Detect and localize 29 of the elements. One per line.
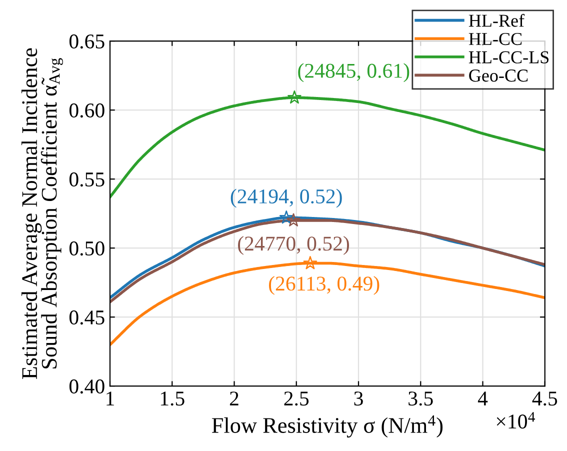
legend-label: Geo-CC [469,70,528,82]
point [303,256,318,270]
legend-label: HL-CC [468,32,522,46]
x-tick-label: 3.5 [408,392,433,406]
x-tick-label: 2.5 [284,392,309,406]
x-tick-label: 4.5 [532,392,558,406]
annotation: (24845, 0.61) [298,63,410,82]
x-tick-label: 3 [354,392,363,406]
legend-label: HL-Ref [468,14,525,27]
point [279,210,294,224]
x-tick-label: 1 [106,392,114,406]
x-tick-label: 2 [230,392,238,406]
x-tick-label: 1.5 [160,392,184,406]
annotation: (24194, 0.52) [230,188,342,208]
point [288,90,302,104]
y-axis-title: Estimated Average Normal Incidence Sound Absorption Coefficient α̃$_{Avg}$ [21,48,63,379]
annotation: (26113, 0.49) [268,276,380,295]
y-tick-label: 0.40 [69,379,104,394]
y-tick-label: 0.55 [69,172,104,187]
annotation: (24770, 0.52) [238,236,350,255]
y-tick-label: 0.65 [69,34,104,49]
x-tick-label: 4 [478,392,488,406]
y-tick-label: 0.60 [69,103,104,118]
legend-label: HL-CC-LS [468,51,549,64]
point [286,213,300,226]
y-tick-label: 0.45 [69,310,104,325]
text: ×10$^{4}$ [496,412,536,429]
y-tick-label: 0.50 [69,241,104,256]
x-axis-title: Flow Resistivity σ (N/m$^{4}$) [212,415,443,438]
